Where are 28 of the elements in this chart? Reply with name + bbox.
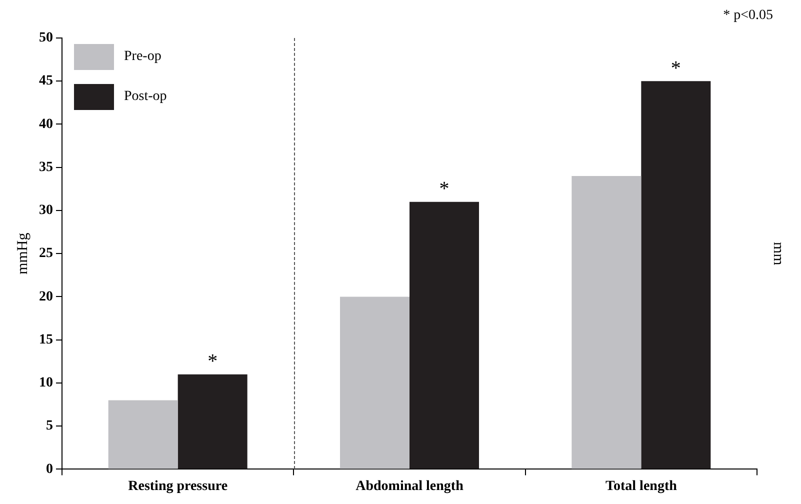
y-tick-label: 20	[39, 289, 53, 304]
y-tick-label: 30	[39, 203, 53, 218]
bar	[410, 202, 479, 469]
annotation: *	[670, 57, 681, 80]
annotation: *	[208, 350, 218, 373]
y-tick-label: 35	[39, 160, 53, 175]
y-tick-label: 45	[39, 74, 53, 89]
y-tick-label: 15	[39, 332, 53, 348]
bar	[340, 296, 410, 469]
text: * p<0.05	[723, 8, 773, 24]
bar	[641, 81, 711, 469]
y-tick-label: 10	[39, 376, 53, 391]
y-axis-title: mmHg	[14, 232, 31, 274]
y-tick-label: 25	[39, 246, 53, 262]
x-tick-label: Total length	[605, 479, 678, 494]
x-tick-label: Abdominal length	[356, 479, 464, 494]
legend-label: Post-op	[124, 89, 167, 105]
bar	[108, 400, 178, 469]
y-tick-label: 0	[46, 462, 53, 477]
y-tick-label: 40	[39, 116, 53, 132]
annotation: *	[439, 178, 450, 200]
legend-label: Pre-op	[124, 49, 162, 65]
bar	[572, 176, 642, 469]
y2-axis-title: mm	[770, 242, 786, 266]
x-tick-label: Resting pressure	[128, 479, 228, 494]
y-tick-label: 5	[46, 418, 53, 434]
y-tick-label: 50	[39, 30, 53, 46]
bar	[178, 374, 248, 469]
